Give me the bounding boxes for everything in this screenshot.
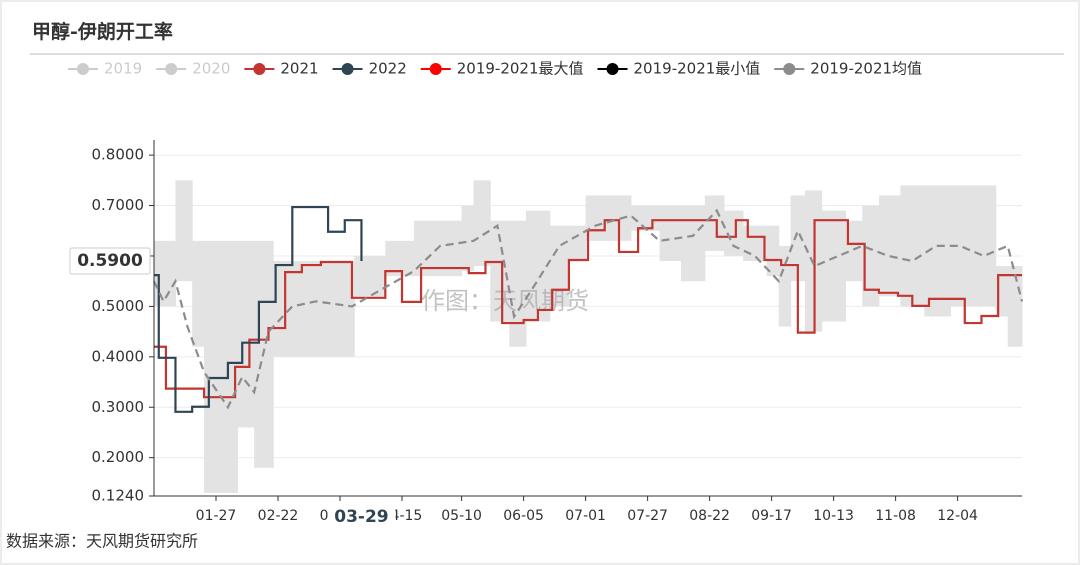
range-band: [192, 240, 205, 347]
legend-label: 2019-2021最小值: [634, 60, 761, 78]
legend-item[interactable]: 2021: [244, 60, 319, 78]
pointer-y-label: 0.5900: [77, 251, 143, 271]
range-band: [1007, 266, 1023, 347]
x-tick-label: 05-10: [441, 508, 482, 524]
y-tick-label: 0.7000: [92, 196, 145, 214]
range-band: [704, 195, 725, 251]
legend-dot: [429, 63, 442, 75]
range-band: [549, 225, 570, 307]
x-tick-label: 12-04: [937, 508, 978, 524]
range-band: [154, 240, 176, 307]
legend-item[interactable]: 2022: [332, 60, 407, 78]
range-band: [490, 220, 510, 322]
legend-dot: [783, 63, 796, 75]
x-tick-label: 09-17: [751, 508, 792, 524]
range-band: [821, 210, 847, 322]
range-band: [509, 220, 527, 347]
x-tick-label: 06-05: [503, 508, 544, 524]
pointer-x-box: [327, 502, 396, 530]
legend-dot: [253, 63, 266, 75]
range-band: [878, 195, 901, 297]
range-band: [237, 240, 255, 428]
range-band: [354, 255, 386, 297]
legend-item[interactable]: 2019-2021最小值: [597, 60, 761, 78]
legend-dot: [165, 63, 178, 75]
x-tick-label: 11-08: [875, 508, 916, 524]
range-band: [461, 205, 475, 272]
series-line: [153, 208, 1024, 410]
range-band: [862, 205, 880, 307]
legend-dot: [77, 63, 89, 75]
x-tick-label: 07-27: [627, 508, 668, 524]
y-tick-label: 0.5000: [92, 297, 145, 315]
range-band: [175, 180, 193, 282]
range-band: [950, 185, 997, 307]
pointer-x-label: 03-29: [334, 507, 388, 527]
legend-item[interactable]: 2019: [68, 60, 142, 78]
range-band: [568, 225, 587, 262]
watermark: 作图：天风期货: [421, 287, 589, 315]
range-band: [845, 220, 863, 282]
x-tick-label: 02-22: [258, 508, 299, 524]
y-tick-label: 0.4000: [92, 347, 145, 365]
range-band: [723, 210, 744, 256]
x-tick-label: 08-22: [689, 508, 730, 524]
legend-label: 2020: [192, 60, 230, 78]
series-line: [154, 219, 1022, 399]
range-band: [778, 245, 792, 327]
chart-title: 甲醇-伊朗开工率: [32, 20, 173, 43]
pointer-y-box: [69, 247, 151, 275]
range-band: [790, 195, 806, 282]
range-band: [681, 205, 706, 282]
source: 数据来源：天风期货研究所: [6, 532, 198, 551]
y-tick-label: 0.3000: [92, 398, 145, 416]
range-band: [766, 225, 780, 277]
range-band: [630, 205, 661, 231]
series-line: [154, 205, 363, 413]
x-tick-label: 01-27: [196, 508, 237, 524]
x-tick-label: 07-01: [565, 508, 606, 524]
legend-label: 2021: [280, 60, 318, 78]
y-tick-label: 0.8000: [92, 146, 145, 164]
legend-label: 2019: [104, 60, 142, 78]
legend-dot: [341, 63, 354, 75]
legend-item[interactable]: 2020: [156, 60, 230, 78]
legend-item[interactable]: 2019-2021均值: [774, 60, 922, 78]
x-tick-label: 10-13: [813, 508, 854, 524]
range-band: [473, 180, 491, 267]
range-band: [659, 205, 682, 262]
legend-dot: [606, 63, 619, 75]
legend-item[interactable]: 2019-2021最大值: [420, 60, 584, 78]
legend-label: 2019-2021最大值: [457, 60, 584, 78]
y-tick-label: 0.1240: [92, 487, 145, 505]
legend-label: 2019-2021均值: [810, 60, 922, 78]
legend-label: 2022: [369, 60, 407, 78]
y-tick-label: 0.2000: [92, 448, 145, 466]
range-band: [900, 185, 925, 307]
range-band: [273, 261, 355, 357]
range-band: [204, 240, 238, 493]
